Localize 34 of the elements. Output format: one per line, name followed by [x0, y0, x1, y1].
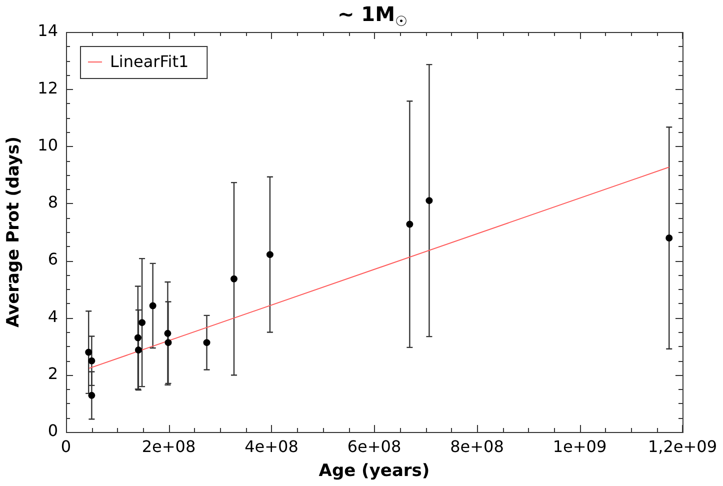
x-tick-label: 4e+08: [244, 436, 298, 456]
y-tick-label: 14: [38, 21, 58, 40]
point: [88, 392, 96, 399]
point: [266, 251, 274, 258]
point: [138, 319, 146, 326]
legend-label: LinearFit1: [110, 52, 189, 72]
x-tick-label: 6e+08: [347, 436, 402, 456]
y-tick-label: 10: [38, 135, 58, 154]
x-tick-label: 1e+09: [552, 436, 607, 456]
y-tick-label: 6: [48, 250, 58, 269]
point: [203, 339, 210, 346]
y-tick-label: 4: [48, 306, 58, 326]
point: [164, 330, 172, 337]
point: [88, 357, 96, 364]
point: [134, 334, 142, 342]
y-axis-title: Average Prot (days): [4, 136, 24, 328]
point: [426, 197, 433, 204]
point: [149, 302, 156, 310]
x-tick-label: 0: [60, 436, 72, 456]
y-tick-label: 0: [48, 421, 58, 440]
point: [230, 275, 238, 282]
y-tick-label: 2: [48, 364, 58, 384]
point: [134, 346, 142, 354]
point: [406, 220, 414, 228]
point: [85, 348, 92, 356]
point: [666, 234, 673, 242]
x-tick-label: 8e+08: [450, 436, 504, 456]
x-tick-label: 1,2e+09: [648, 436, 718, 456]
point: [164, 339, 172, 346]
y-tick-label: 12: [38, 78, 58, 98]
chart-title: ~ 1M$_{☉}$: [336, 2, 409, 30]
y-tick-label: 8: [48, 192, 58, 212]
x-tick-label: 2e+08: [142, 436, 196, 456]
x-axis-title: Age (years): [318, 461, 430, 482]
